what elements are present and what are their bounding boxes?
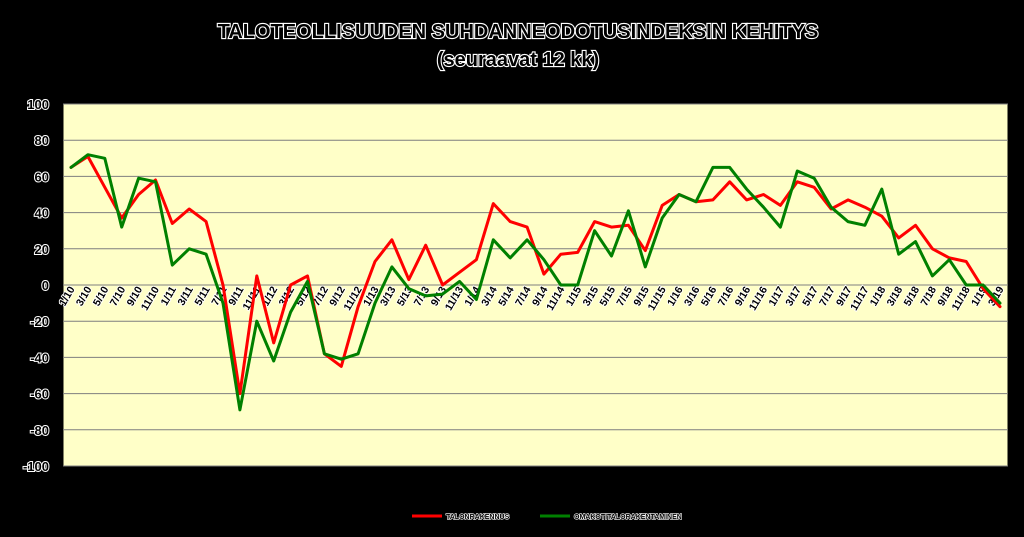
- y-tick-label: -40: [30, 350, 49, 365]
- series-lines: [69, 153, 1002, 412]
- y-tick-label: -20: [30, 314, 49, 329]
- legend: TALONRAKENNUS OMAKOTITALORAKENTAMINEN: [412, 513, 682, 522]
- y-tick-label: -80: [30, 423, 49, 438]
- y-tick-label: 60: [35, 169, 49, 184]
- y-tick-label: -100: [23, 459, 49, 474]
- y-tick-label: 100: [27, 97, 49, 112]
- legend-label: TALONRAKENNUS: [446, 514, 510, 521]
- y-tick-label: -60: [30, 387, 49, 402]
- legend-label: OMAKOTITALORAKENTAMINEN: [574, 514, 682, 521]
- chart-subtitle: (seuraavat 12 kk): [437, 49, 599, 71]
- chart-title: TALOTEOLLISUUDEN SUHDANNEODOTUSINDEKSIN …: [218, 21, 819, 43]
- y-tick-label: 0: [42, 278, 49, 293]
- y-tick-label: 20: [35, 242, 49, 257]
- gridlines: [63, 103, 1008, 467]
- y-axis: 100 80 60 40 20 0 -20 -40 -60 -80 -100: [22, 96, 50, 475]
- y-tick-label: 80: [35, 133, 49, 148]
- y-tick-label: 40: [35, 206, 49, 221]
- series-line-green: [69, 153, 1002, 412]
